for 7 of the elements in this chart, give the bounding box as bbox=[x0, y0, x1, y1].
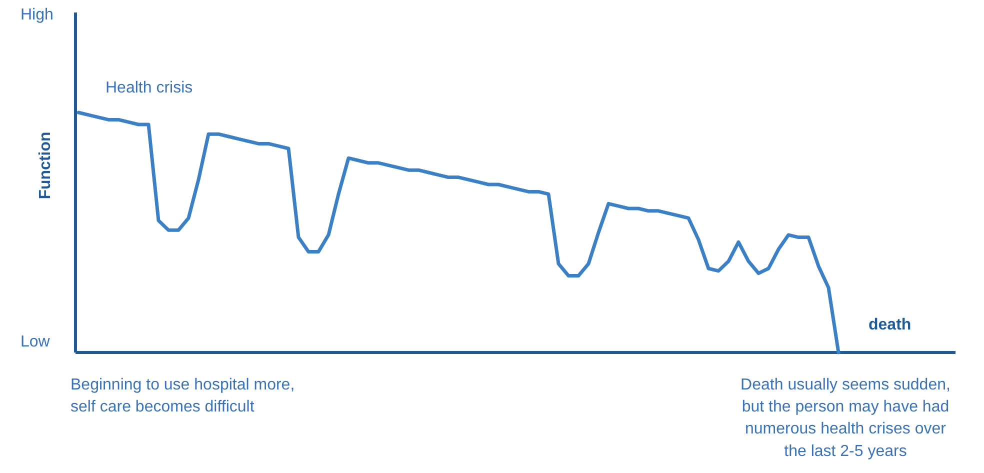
text: Death usually seems sudden, but the person may have had numerous health crises over the last 2-5 years bbox=[740, 376, 950, 460]
text: Beginning to use hospital more, self care becomes difficult bbox=[70, 376, 295, 416]
text: Low bbox=[20, 334, 50, 350]
y-axis-title: Function bbox=[37, 132, 54, 200]
text: Health crisis bbox=[106, 80, 193, 96]
text: death bbox=[868, 316, 912, 334]
text: High bbox=[20, 6, 54, 24]
